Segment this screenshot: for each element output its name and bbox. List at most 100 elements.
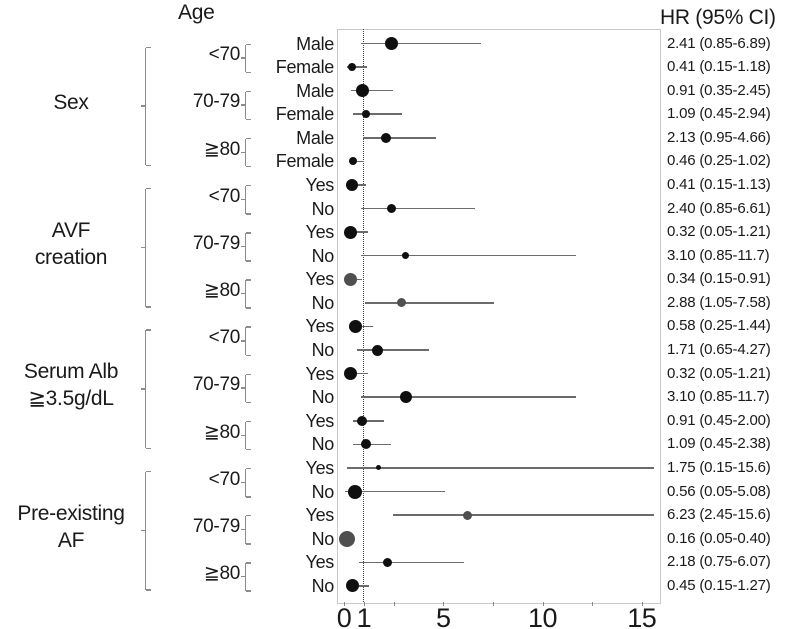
hr-value: 0.91 (0.45-2.00) (667, 411, 771, 429)
bracket-arm (141, 246, 145, 249)
hr-value: 0.56 (0.05-5.08) (667, 482, 771, 500)
hr-value: 0.58 (0.25-1.44) (667, 317, 771, 335)
bracket-arm (246, 307, 251, 309)
ci-line (346, 467, 654, 469)
bracket-arm (246, 562, 251, 564)
bracket-arm (241, 245, 245, 248)
hr-dot (348, 63, 357, 72)
hr-value: 3.10 (0.85-11.7) (667, 388, 770, 406)
bracket-arm (246, 90, 251, 93)
age-bracket (241, 420, 251, 451)
group-label-line: creation (34, 245, 108, 269)
row-label: No (311, 340, 335, 361)
bracket-arm (246, 401, 251, 404)
hr-dot (343, 367, 357, 381)
ci-line (356, 349, 429, 351)
bracket-arm (246, 448, 251, 451)
age-label: <70 (208, 185, 241, 207)
x-axis-tick (492, 602, 494, 606)
row-label: Male (296, 127, 334, 148)
bracket-arm (246, 590, 251, 592)
age-column-header: Age (178, 1, 215, 24)
age-bracket (241, 137, 251, 168)
bracket-arm (246, 279, 251, 281)
group-label-line: Serum Alb (23, 360, 119, 384)
row-label: Yes (305, 505, 335, 526)
hr-value: 0.91 (0.35-2.45) (667, 81, 771, 99)
row-label: Yes (305, 222, 335, 243)
hr-dot (463, 510, 473, 520)
group-label-line: AF (57, 528, 85, 552)
age-label: ≧80 (203, 563, 240, 585)
x-axis-label: 1 (356, 603, 372, 629)
group-label: Sex (0, 89, 142, 116)
group-bracket (141, 46, 151, 167)
bracket-arm (146, 447, 151, 450)
bracket-arm (141, 529, 145, 532)
x-axis-tick (393, 602, 395, 606)
hr-value: 2.13 (0.95-4.66) (667, 128, 771, 146)
hr-value: 0.41 (0.15-1.13) (667, 175, 771, 193)
group-bracket (141, 329, 151, 450)
ci-line (346, 66, 368, 68)
row-label: Yes (305, 269, 335, 290)
row-label: No (311, 434, 335, 455)
x-axis-tick (363, 602, 365, 606)
hr-value: 0.32 (0.05-1.21) (667, 364, 771, 382)
ci-line (352, 420, 384, 422)
age-label: <70 (208, 44, 241, 66)
group-label: Serum Alb ≧3.5g/dL (0, 358, 142, 412)
bracket-arm (241, 198, 245, 201)
age-bracket (241, 232, 251, 262)
group-label: AVF creation (0, 217, 142, 271)
age-bracket (241, 373, 251, 404)
hr-value: 2.18 (0.75-6.07) (667, 553, 771, 571)
bracket-arm (246, 166, 251, 168)
bracket-arm (246, 43, 251, 45)
plot-panel (337, 29, 661, 604)
group-label-line: Pre-existing (17, 501, 125, 525)
row-label: Male (296, 33, 334, 54)
ci-line (362, 137, 437, 139)
ci-line (360, 396, 577, 398)
bracket-arm (241, 387, 245, 389)
hr-value: 1.09 (0.45-2.38) (667, 435, 771, 453)
row-label: No (311, 575, 335, 596)
hr-value: 1.71 (0.65-4.27) (667, 341, 771, 359)
ci-line (360, 254, 577, 257)
hr-dot (396, 298, 406, 308)
bracket-arm (146, 306, 151, 308)
row-label: No (311, 387, 335, 408)
bracket-arm (241, 104, 245, 106)
hr-dot (376, 465, 382, 471)
hr-dot (349, 319, 362, 333)
bracket-arm (146, 187, 151, 190)
group-label-line: AVF (51, 218, 91, 242)
group-label-line: Sex (53, 90, 89, 114)
hr-dot (346, 579, 360, 593)
bracket-arm (246, 496, 251, 498)
hr-dot (360, 439, 371, 450)
group-bracket (141, 187, 151, 308)
hr-value: 2.41 (0.85-6.89) (667, 34, 771, 52)
age-bracket (241, 515, 251, 545)
bracket-arm (246, 326, 251, 328)
row-label: Yes (305, 363, 335, 384)
ci-line (364, 302, 495, 304)
age-label: ≧80 (203, 280, 240, 302)
hr-dot (382, 557, 392, 567)
x-axis-label: 0 (336, 603, 352, 629)
hr-dot (402, 252, 410, 260)
bracket-arm (246, 71, 251, 74)
x-axis-label: 10 (527, 603, 558, 629)
hr-dot (339, 530, 356, 547)
x-axis-tick (641, 602, 643, 606)
bracket-arm (146, 470, 151, 473)
hr-dot (372, 344, 384, 356)
hr-ci-column-header: HR (95% CI) (660, 6, 776, 29)
ci-line (358, 561, 465, 563)
row-label: Yes (305, 457, 335, 478)
bracket-arm (246, 137, 251, 140)
x-axis-tick (344, 602, 345, 606)
hr-dot (387, 204, 397, 214)
